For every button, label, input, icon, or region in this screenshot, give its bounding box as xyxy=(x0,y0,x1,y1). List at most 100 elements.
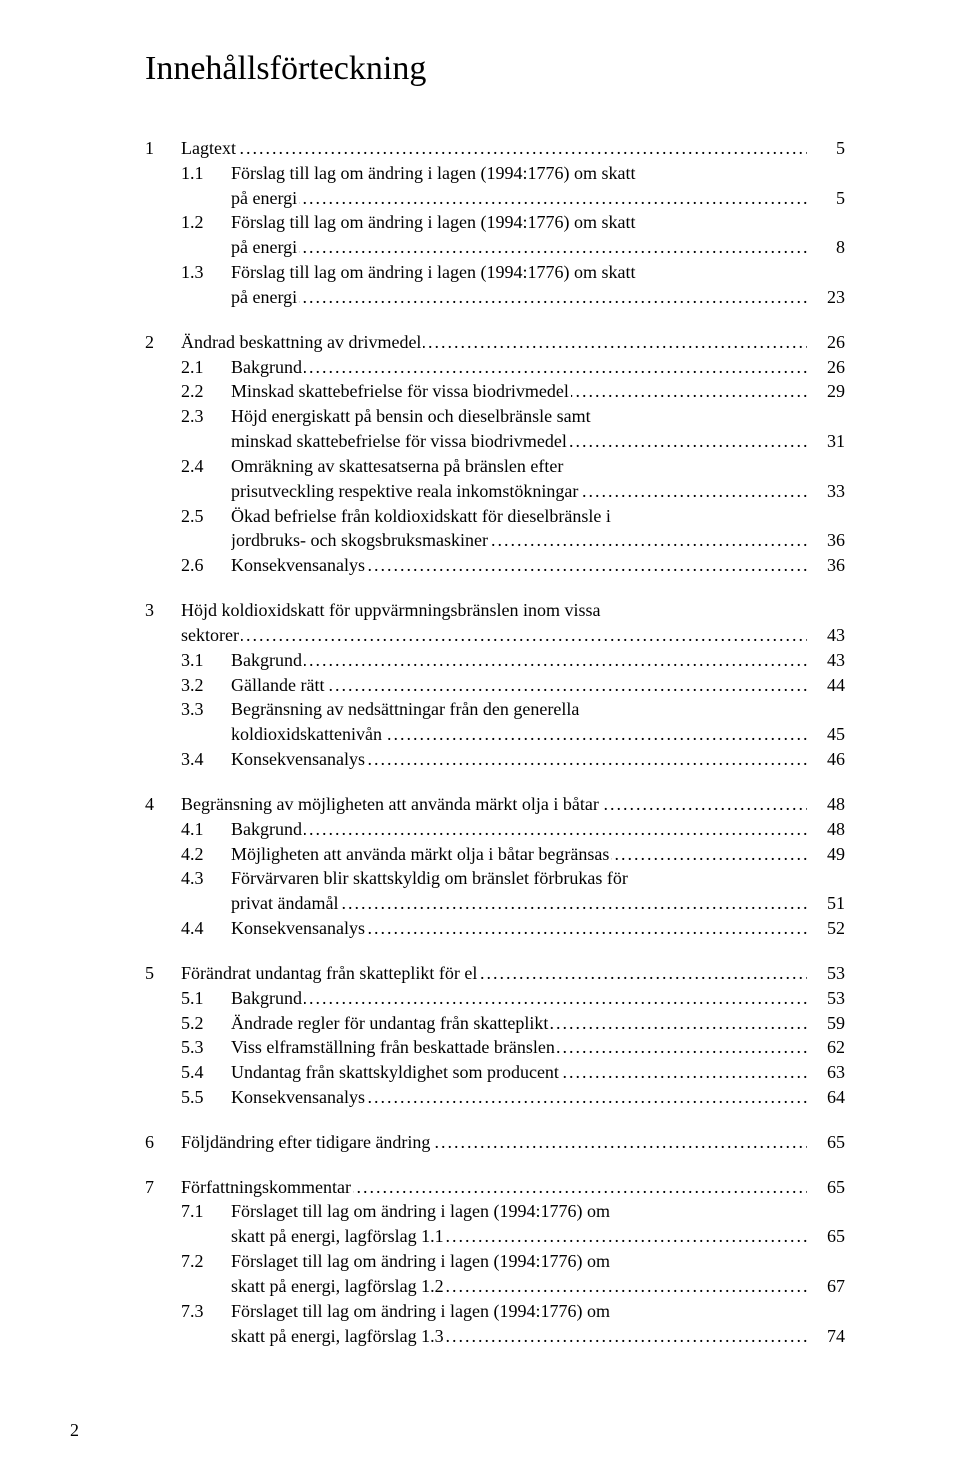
toc-section: 6Följdändring efter tidigare ändring65 xyxy=(145,1130,845,1155)
toc-number: 3.2 xyxy=(181,673,231,698)
toc-subsection: 5.3Viss elframställning från beskattade … xyxy=(181,1035,845,1060)
toc-number: 7.2 xyxy=(181,1249,231,1274)
toc-sub-wrap: 5.4Undantag från skattskyldighet som pro… xyxy=(145,1060,845,1085)
toc-number: 3.3 xyxy=(181,697,231,722)
toc-page: 36 xyxy=(807,553,845,578)
toc-number: 5.2 xyxy=(181,1011,231,1036)
toc-label: skatt på energi, lagförslag 1.1 xyxy=(231,1224,807,1249)
toc-page: 52 xyxy=(807,916,845,941)
toc-number: 5.3 xyxy=(181,1035,231,1060)
toc-subsection: koldioxidskattenivån45 xyxy=(181,722,845,747)
page-number: 2 xyxy=(70,1420,79,1441)
toc-label: Konsekvensanalys xyxy=(231,747,807,772)
toc-number: 2.4 xyxy=(181,454,231,479)
toc-page: 53 xyxy=(807,986,845,1011)
toc-sub-wrap: 5.1Bakgrund53 xyxy=(145,986,845,1011)
toc-label: skatt på energi, lagförslag 1.3 xyxy=(231,1324,807,1349)
toc-section: 7Författningskommentar65 xyxy=(145,1175,845,1200)
toc-subsection: 2.2Minskad skattebefrielse för vissa bio… xyxy=(181,379,845,404)
toc-label: på energi xyxy=(231,235,807,260)
toc-page: 23 xyxy=(807,285,845,310)
toc-sub-wrap: 5.2Ändrade regler för undantag från skat… xyxy=(145,1011,845,1036)
toc-subsection: 3.1Bakgrund43 xyxy=(181,648,845,673)
toc-subsection: på energi8 xyxy=(181,235,845,260)
toc-block: 7Författningskommentar657.1Förslaget til… xyxy=(145,1175,845,1349)
toc-subsection: skatt på energi, lagförslag 1.374 xyxy=(181,1324,845,1349)
toc-label: Möjligheten att använda märkt olja i båt… xyxy=(231,842,807,867)
toc-label: Förvärvaren blir skattskyldig om bränsle… xyxy=(231,866,807,891)
toc-subsection: 4.4Konsekvensanalys52 xyxy=(181,916,845,941)
toc-label: Bakgrund xyxy=(231,817,807,842)
toc-sub-wrap: 4.2Möjligheten att använda märkt olja i … xyxy=(145,842,845,867)
toc-page: 49 xyxy=(807,842,845,867)
toc-page: 46 xyxy=(807,747,845,772)
toc-subsection: 4.2Möjligheten att använda märkt olja i … xyxy=(181,842,845,867)
toc-subsection: 3.3Begränsning av nedsättningar från den… xyxy=(181,697,845,722)
toc-page: 65 xyxy=(807,1130,845,1155)
toc-number: 4 xyxy=(145,792,181,817)
toc-page: 33 xyxy=(807,479,845,504)
toc-label: på energi xyxy=(231,285,807,310)
toc-subsection: privat ändamål51 xyxy=(181,891,845,916)
toc-subsection: 7.2Förslaget till lag om ändring i lagen… xyxy=(181,1249,845,1274)
toc-number: 2 xyxy=(145,330,181,355)
toc-subsection: 3.2Gällande rätt44 xyxy=(181,673,845,698)
toc-subsection: 5.2Ändrade regler för undantag från skat… xyxy=(181,1011,845,1036)
toc-subsection: 5.4Undantag från skattskyldighet som pro… xyxy=(181,1060,845,1085)
toc-subsection: 2.3Höjd energiskatt på bensin och diesel… xyxy=(181,404,845,429)
toc-sub-wrap: 1.1Förslag till lag om ändring i lagen (… xyxy=(145,161,845,211)
toc-block: 2Ändrad beskattning av drivmedel262.1Bak… xyxy=(145,330,845,578)
toc-sub-wrap: 2.2Minskad skattebefrielse för vissa bio… xyxy=(145,379,845,404)
toc-label: Bakgrund xyxy=(231,648,807,673)
toc-page: 26 xyxy=(807,355,845,380)
toc-sub-wrap: 4.1Bakgrund48 xyxy=(145,817,845,842)
toc-label: Förslag till lag om ändring i lagen (199… xyxy=(231,260,807,285)
toc-page: 5 xyxy=(807,136,845,161)
toc-label: Förslag till lag om ändring i lagen (199… xyxy=(231,210,807,235)
toc-label: skatt på energi, lagförslag 1.2 xyxy=(231,1274,807,1299)
toc-number: 4.1 xyxy=(181,817,231,842)
toc-label: Ändrad beskattning av drivmedel xyxy=(181,330,807,355)
toc-label: Undantag från skattskyldighet som produc… xyxy=(231,1060,807,1085)
toc-number: 2.5 xyxy=(181,504,231,529)
toc-number: 2.3 xyxy=(181,404,231,429)
toc-number: 3.4 xyxy=(181,747,231,772)
toc-label: Förslaget till lag om ändring i lagen (1… xyxy=(231,1299,807,1324)
toc-number: 6 xyxy=(145,1130,181,1155)
toc-sub-wrap: 2.6Konsekvensanalys36 xyxy=(145,553,845,578)
toc-subsection: minskad skattebefrielse för vissa biodri… xyxy=(181,429,845,454)
toc-page: 51 xyxy=(807,891,845,916)
toc-page: 65 xyxy=(807,1175,845,1200)
toc-section: sektorer43 xyxy=(145,623,845,648)
toc-page: 31 xyxy=(807,429,845,454)
toc-page: 5 xyxy=(807,186,845,211)
toc-page: 74 xyxy=(807,1324,845,1349)
toc-section: 3Höjd koldioxidskatt för uppvärmningsbrä… xyxy=(145,598,845,623)
toc-label: Förslaget till lag om ändring i lagen (1… xyxy=(231,1199,807,1224)
toc-subsection: 1.3Förslag till lag om ändring i lagen (… xyxy=(181,260,845,285)
table-of-contents: 1Lagtext51.1Förslag till lag om ändring … xyxy=(145,136,845,1348)
toc-page: 48 xyxy=(807,817,845,842)
toc-label: Författningskommentar xyxy=(181,1175,807,1200)
toc-subsection: på energi5 xyxy=(181,186,845,211)
toc-sub-wrap: 3.2Gällande rätt44 xyxy=(145,673,845,698)
toc-sub-wrap: 2.4Omräkning av skattesatserna på bränsl… xyxy=(145,454,845,504)
toc-subsection: skatt på energi, lagförslag 1.165 xyxy=(181,1224,845,1249)
toc-page: 8 xyxy=(807,235,845,260)
toc-label: sektorer xyxy=(181,623,807,648)
toc-label: Förslaget till lag om ändring i lagen (1… xyxy=(231,1249,807,1274)
toc-section: 1Lagtext5 xyxy=(145,136,845,161)
toc-page: 36 xyxy=(807,528,845,553)
toc-page: 65 xyxy=(807,1224,845,1249)
toc-sub-wrap: 5.5Konsekvensanalys64 xyxy=(145,1085,845,1110)
toc-label: Ökad befrielse från koldioxidskatt för d… xyxy=(231,504,807,529)
toc-page: 43 xyxy=(807,623,845,648)
toc-sub-wrap: 5.3Viss elframställning från beskattade … xyxy=(145,1035,845,1060)
toc-sub-wrap: 3.1Bakgrund43 xyxy=(145,648,845,673)
toc-number: 4.2 xyxy=(181,842,231,867)
toc-number: 3.1 xyxy=(181,648,231,673)
toc-label: Viss elframställning från beskattade brä… xyxy=(231,1035,807,1060)
toc-subsection: 4.3Förvärvaren blir skattskyldig om brän… xyxy=(181,866,845,891)
toc-label: Konsekvensanalys xyxy=(231,1085,807,1110)
toc-page: 29 xyxy=(807,379,845,404)
